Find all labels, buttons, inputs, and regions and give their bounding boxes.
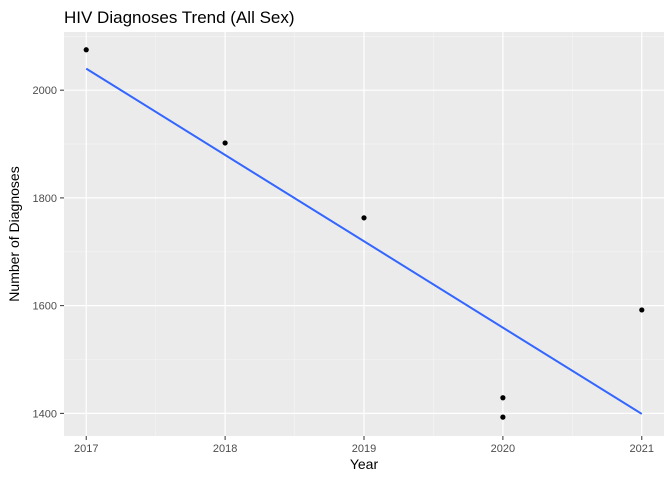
x-tick-label: 2017 [74,443,98,455]
data-point [500,414,506,420]
x-tick-label: 2018 [213,443,237,455]
major-grid [64,32,664,436]
trend-line [85,67,643,415]
chart-title: HIV Diagnoses Trend (All Sex) [64,8,295,27]
data-point [500,395,506,401]
y-tick-label: 1800 [33,193,57,205]
x-tick-label: 2020 [491,443,515,455]
data-points [83,47,645,420]
y-tick-label: 2000 [33,85,57,97]
y-axis-ticks: 1400 1600 1800 2000 [33,85,64,420]
data-point [83,47,89,53]
data-point [222,140,228,146]
y-tick-label: 1400 [33,408,57,420]
y-tick-label: 1600 [33,301,57,313]
data-point [361,215,367,221]
x-tick-label: 2019 [352,443,376,455]
y-axis-title: Number of Diagnoses [6,166,22,301]
x-tick-label: 2021 [630,443,654,455]
x-axis-title: Year [350,456,379,472]
x-axis-ticks: 2017 2018 2019 2020 2021 [74,436,654,455]
data-point [639,307,645,313]
